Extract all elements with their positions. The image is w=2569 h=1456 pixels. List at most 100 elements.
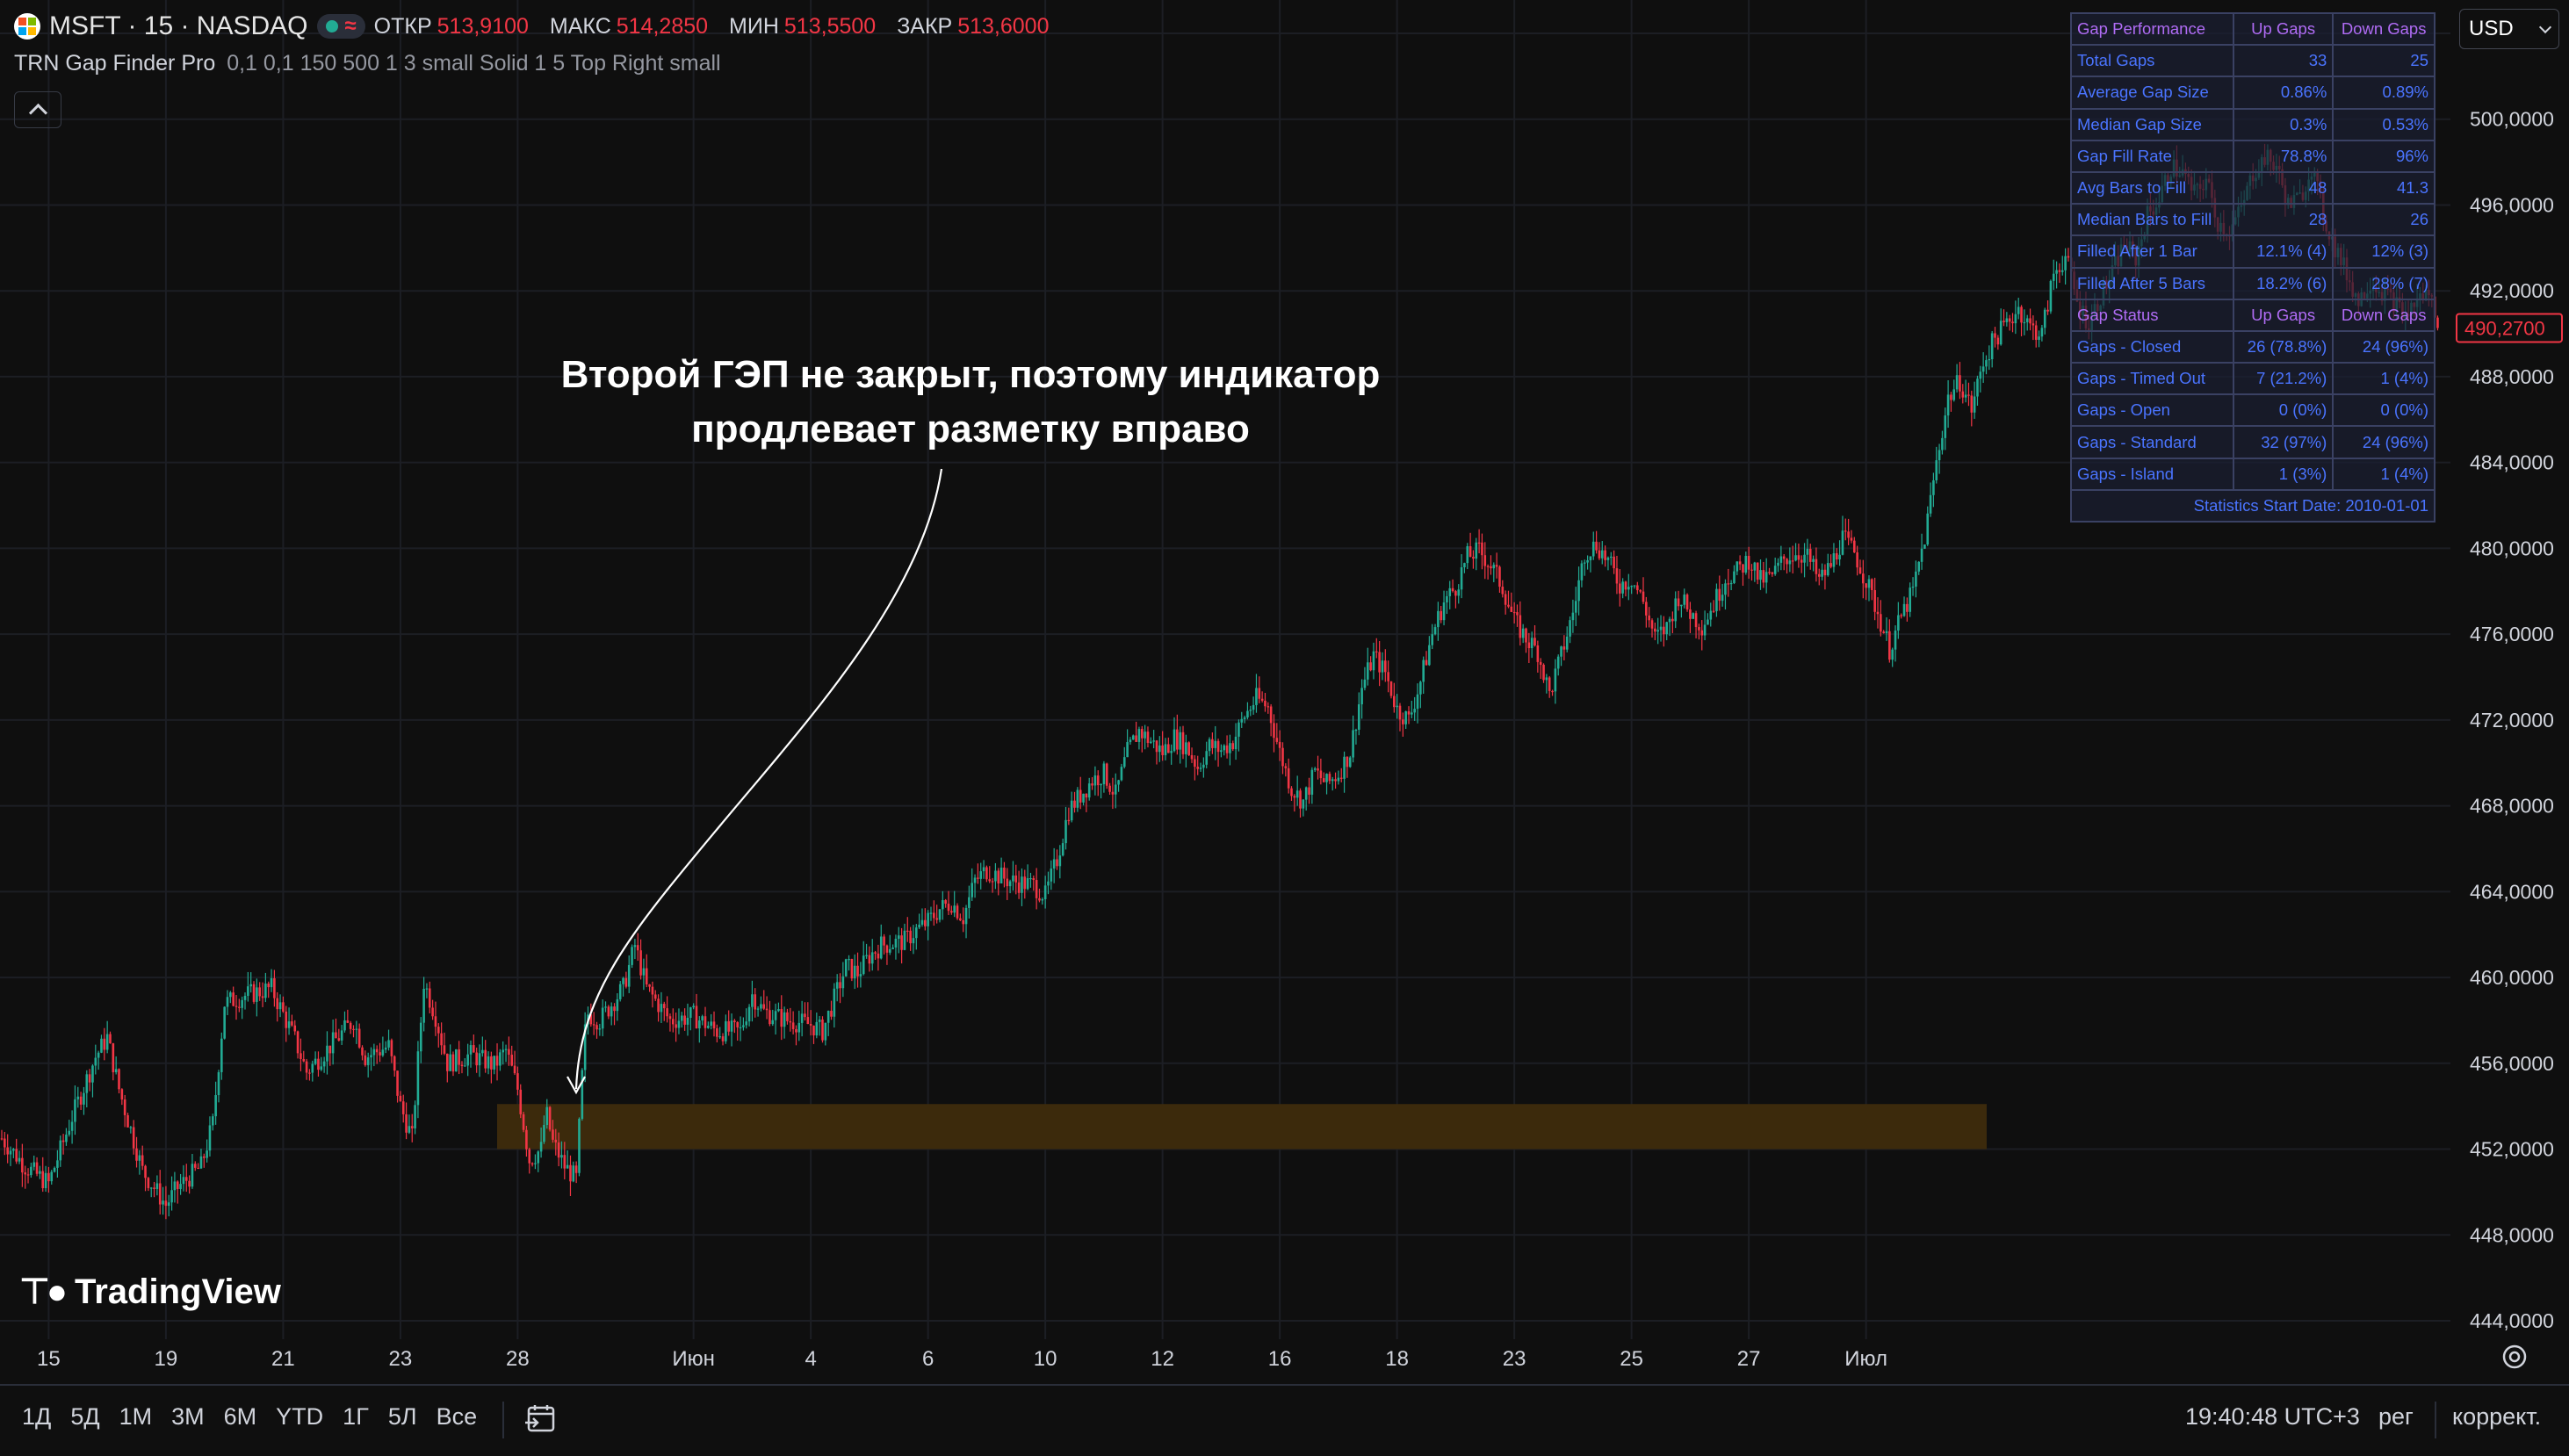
price-axis[interactable]: 504,0000500,0000496,0000492,0000488,0000… — [2470, 22, 2554, 1332]
symbol-title[interactable]: MSFT · 15 · NASDAQ — [49, 11, 308, 40]
candle-body — [631, 947, 633, 965]
candle-body — [716, 1027, 718, 1037]
candle-body — [883, 936, 885, 946]
time-axis[interactable]: 15 19 21 23 28 Июн 4 6 10 12 16 18 23 25 27 Июл — [37, 1347, 1887, 1371]
candle-body — [1639, 590, 1642, 592]
candle-body — [1085, 793, 1088, 798]
candle-body — [1369, 662, 1372, 671]
candle-body — [1070, 800, 1073, 821]
candle-body — [1446, 595, 1448, 602]
time-display[interactable]: 19:40:48 UTC+3 — [2185, 1403, 2360, 1430]
session-button[interactable]: рег — [2378, 1403, 2414, 1430]
candle-body — [1431, 634, 1433, 645]
candle-body — [616, 998, 619, 1012]
currency-select[interactable]: USD — [2459, 9, 2559, 49]
collapse-legend-button[interactable] — [14, 91, 61, 128]
candle-body — [355, 1028, 358, 1030]
candle-body — [1692, 613, 1695, 619]
candle-body — [1252, 704, 1255, 710]
stats-row-cell: Median Gap Size — [2070, 107, 2234, 141]
range-1y-button[interactable]: 1Г — [343, 1403, 369, 1430]
range-1d-button[interactable]: 1Д — [22, 1403, 52, 1430]
annotation-text: Второй ГЭП не закрыт, поэтому индикатор … — [457, 348, 1484, 457]
candle-body — [1246, 710, 1249, 717]
range-6m-button[interactable]: 6М — [223, 1403, 257, 1430]
candle-body — [950, 911, 953, 913]
candle-body — [552, 1129, 554, 1140]
stats-row-cell: 1 (4%) — [2332, 362, 2435, 396]
candle-body — [217, 1071, 220, 1096]
candle-body — [1527, 642, 1531, 649]
candle-body — [431, 1007, 434, 1017]
stats-header-row-cell: Gap Status — [2070, 298, 2234, 332]
candle-body — [721, 1036, 725, 1042]
tradingview-logo-icon: ⊤● — [19, 1272, 68, 1311]
stats-row-cell: 0 (0%) — [2332, 393, 2435, 428]
tradingview-logo[interactable]: ⊤● TradingView — [19, 1272, 281, 1312]
candle-body — [1609, 556, 1613, 559]
candle-body — [1545, 677, 1548, 681]
candle-body — [1556, 656, 1560, 669]
stats-header-row-cell: Down Gaps — [2332, 298, 2435, 332]
candle-body — [1668, 618, 1671, 623]
candle-body — [648, 984, 651, 987]
candle-body — [841, 976, 845, 989]
go-to-date-icon[interactable] — [523, 1403, 557, 1435]
candle-body — [1442, 602, 1446, 621]
stats-row-cell: Avg Bars to Fill — [2070, 170, 2234, 205]
candle-body — [2046, 309, 2049, 312]
stats-header-row-cell: Down Gaps — [2332, 11, 2435, 47]
candle-body — [322, 1061, 326, 1067]
open-value: 513,9100 — [437, 13, 529, 39]
candle-body — [197, 1167, 199, 1170]
gear-icon[interactable] — [2500, 1342, 2529, 1372]
candle-body — [1970, 395, 1974, 413]
range-all-button[interactable]: Все — [436, 1403, 478, 1430]
candle-body — [1229, 743, 1231, 753]
time-tick-label: 4 — [805, 1347, 816, 1371]
candle-body — [953, 905, 956, 913]
candle-body — [410, 1126, 414, 1128]
candle-body — [364, 1055, 367, 1065]
range-5y-button[interactable]: 5Л — [387, 1403, 417, 1430]
candle-body — [202, 1156, 206, 1158]
gap-statistics-table: Gap Performance Up Gaps Down Gaps Total Gap… — [2070, 11, 2435, 523]
candle-body — [1299, 790, 1302, 809]
candle-body — [1788, 560, 1792, 565]
candle-body — [1398, 705, 1402, 720]
candle-body — [381, 1049, 385, 1056]
candle-body — [1304, 787, 1308, 800]
candle-body — [2014, 314, 2017, 324]
candle-body — [443, 1045, 446, 1054]
candle-body — [100, 1038, 103, 1053]
candle-body — [1322, 778, 1325, 782]
candle-body — [469, 1045, 473, 1055]
candle-body — [1313, 768, 1317, 770]
candle-body — [1721, 595, 1724, 602]
range-5d-button[interactable]: 5Д — [70, 1403, 100, 1430]
open-label: ОТКР — [373, 13, 432, 39]
candle-body — [1862, 573, 1865, 584]
candle-body — [12, 1149, 15, 1151]
candle-body — [865, 955, 868, 956]
candle-body — [2436, 317, 2439, 328]
candle-body — [1058, 855, 1062, 867]
candle-body — [1348, 757, 1352, 768]
candle-body — [1076, 789, 1079, 808]
market-status[interactable]: ≈ — [316, 14, 365, 39]
range-1m-button[interactable]: 1М — [119, 1403, 153, 1430]
range-3m-button[interactable]: 3М — [171, 1403, 205, 1430]
time-tick-label: Июн — [672, 1347, 715, 1371]
indicator-legend[interactable]: TRN Gap Finder Pro 0,1 0,1 150 500 1 3 s… — [14, 51, 721, 76]
candle-body — [985, 867, 988, 880]
adjust-button[interactable]: коррект. — [2452, 1403, 2542, 1430]
indicator-name[interactable]: TRN Gap Finder Pro — [14, 51, 216, 76]
candle-body — [1457, 589, 1461, 596]
candle-body — [1853, 540, 1856, 553]
range-ytd-button[interactable]: YTD — [276, 1403, 324, 1430]
candle-body — [220, 1038, 223, 1072]
candle-body — [1120, 767, 1123, 781]
candle-body — [592, 1024, 595, 1026]
candle-body — [1495, 565, 1498, 567]
